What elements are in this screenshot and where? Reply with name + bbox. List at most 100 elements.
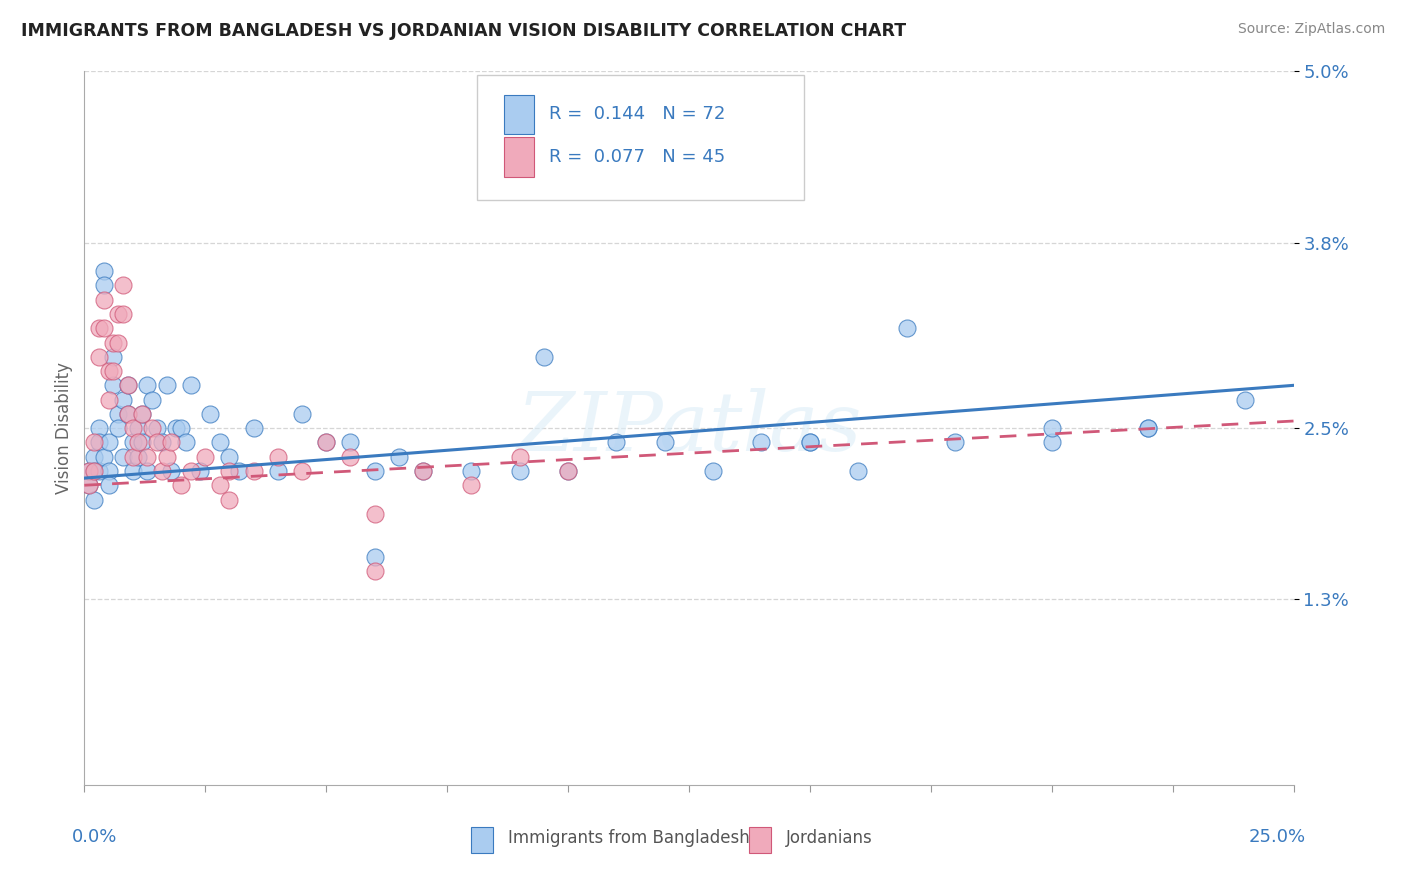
Point (160, 464, 183, 478)
Point (93, 293, 115, 307)
Point (117, 378, 139, 392)
Point (83, 492, 105, 507)
Point (267, 464, 290, 478)
Point (136, 378, 159, 392)
Point (799, 435, 821, 450)
Point (117, 407, 139, 421)
Point (943, 435, 966, 450)
Point (141, 421, 163, 435)
Point (180, 464, 202, 478)
Point (93, 278, 115, 293)
Text: 25.0%: 25.0% (1249, 828, 1306, 846)
Point (112, 450, 135, 464)
Point (93, 321, 115, 335)
Point (315, 435, 337, 450)
Point (146, 435, 169, 450)
Point (97, 392, 120, 407)
Point (97, 478, 120, 492)
Point (702, 136, 724, 150)
Point (87, 435, 110, 450)
Point (155, 378, 177, 392)
Point (127, 435, 149, 450)
Point (751, 435, 773, 450)
Text: R =  0.144   N = 72: R = 0.144 N = 72 (548, 105, 725, 123)
Point (155, 450, 177, 464)
Point (194, 450, 217, 464)
FancyBboxPatch shape (478, 75, 804, 200)
Point (121, 450, 143, 464)
Point (83, 435, 105, 450)
Point (170, 421, 193, 435)
Text: Jordanians: Jordanians (786, 830, 872, 847)
Point (291, 464, 314, 478)
Point (388, 450, 411, 464)
Point (107, 407, 129, 421)
Point (136, 450, 159, 464)
Point (1040, 435, 1063, 450)
Point (190, 464, 212, 478)
Point (291, 407, 314, 421)
Text: R =  0.077   N = 45: R = 0.077 N = 45 (548, 148, 725, 166)
Point (174, 435, 197, 450)
Point (87, 464, 110, 478)
Point (339, 450, 361, 464)
Point (460, 478, 482, 492)
Point (363, 507, 385, 521)
Point (87, 321, 110, 335)
Point (107, 421, 129, 435)
Point (1040, 421, 1063, 435)
Point (77, 464, 100, 478)
Point (242, 464, 264, 478)
Point (97, 364, 120, 378)
Y-axis label: Vision Disability: Vision Disability (55, 362, 73, 494)
Point (799, 435, 821, 450)
Point (160, 435, 183, 450)
Point (208, 435, 231, 450)
Point (846, 464, 869, 478)
Point (412, 464, 434, 478)
Point (127, 450, 149, 464)
Point (896, 321, 918, 335)
FancyBboxPatch shape (471, 827, 494, 853)
Point (1137, 421, 1160, 435)
Point (557, 464, 579, 478)
Point (87, 421, 110, 435)
Point (1234, 392, 1257, 407)
Point (97, 464, 120, 478)
Point (117, 378, 139, 392)
Point (107, 335, 129, 350)
Point (208, 478, 231, 492)
Point (121, 421, 143, 435)
Point (339, 435, 361, 450)
Point (412, 464, 434, 478)
Point (121, 464, 143, 478)
Point (131, 435, 153, 450)
Point (533, 350, 555, 364)
Point (83, 464, 105, 478)
Point (557, 464, 579, 478)
Point (363, 464, 385, 478)
Point (170, 478, 193, 492)
Point (218, 450, 240, 464)
Point (97, 435, 120, 450)
Point (93, 264, 115, 278)
Point (107, 307, 129, 321)
Point (93, 450, 115, 464)
Point (165, 421, 187, 435)
Point (103, 335, 125, 350)
Point (198, 407, 221, 421)
Point (83, 464, 105, 478)
FancyBboxPatch shape (503, 95, 534, 134)
Point (77, 478, 100, 492)
Point (131, 407, 153, 421)
Point (654, 435, 676, 450)
Point (117, 407, 139, 421)
Point (150, 435, 173, 450)
Point (363, 549, 385, 564)
Point (228, 464, 250, 478)
Point (509, 450, 531, 464)
Point (218, 464, 240, 478)
Text: Source: ZipAtlas.com: Source: ZipAtlas.com (1237, 22, 1385, 37)
Text: 0.0%: 0.0% (72, 828, 118, 846)
Point (460, 464, 482, 478)
